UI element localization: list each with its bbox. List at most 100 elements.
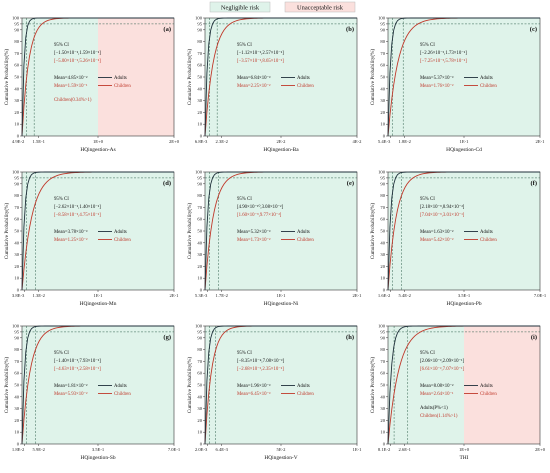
mean-adults-text: Mean=6.84×10⁻³ (237, 75, 271, 81)
y-tick-label: 80 (380, 193, 385, 198)
y-tick-label: 80 (14, 347, 19, 352)
x-tick-label: 5.4E-3 (378, 139, 391, 144)
x-tick-label: 3.5E-1 (92, 447, 105, 452)
negligible-region (205, 172, 357, 290)
y-tick-label: 50 (380, 383, 385, 388)
y-tick-label: 20 (14, 110, 19, 115)
mean-children-text: Mean=5.42×10⁻² (420, 237, 454, 243)
y-tick-label: 40 (197, 394, 202, 399)
x-axis-label: HQingestion-Cd (446, 147, 482, 153)
mean-children-text: Mean=2.25×10⁻² (237, 83, 271, 89)
x-tick-label: 7.0E-1 (168, 447, 181, 452)
negligible-region (22, 18, 98, 136)
legend-adults-label: Adults (297, 384, 310, 389)
y-tick-label: 30 (197, 98, 202, 103)
ci-children-text: [−5.00×10⁻²,5.26×10⁻²] (54, 58, 101, 64)
unacceptable-region (98, 18, 174, 136)
x-tick-label: 1E+0 (459, 447, 470, 452)
y-tick-label: 95 (380, 329, 385, 334)
x-tick-label: 6.8E-3 (195, 139, 208, 144)
legend-children-label: Children (297, 238, 314, 243)
legend-children-label: Children (114, 84, 131, 89)
ci-adults-text: [2.18×10⁻⁹,8.94×10⁻²] (420, 204, 465, 210)
x-tick-label: 7.0E-1 (534, 293, 547, 298)
y-tick-label: 30 (14, 252, 19, 257)
ci-adults-text: [−1.12×10⁻²,2.57×10⁻²] (237, 50, 284, 56)
legend-adults-label: Adults (480, 384, 493, 389)
x-axis-label: THI (460, 455, 469, 461)
y-tick-label: 10 (14, 122, 19, 127)
x-tick-label: 2E-1 (353, 293, 363, 298)
x-axis-label: HQingestion-As (80, 147, 115, 153)
mean-children-text: Mean=1.59×10⁻¹ (54, 83, 88, 89)
negligible-region (205, 326, 357, 444)
y-tick-label: 20 (197, 418, 202, 423)
ci-heading: 95% CI (237, 351, 252, 356)
y-tick-label: 30 (380, 252, 385, 257)
x-tick-label: 1.5E-1 (33, 139, 46, 144)
y-tick-label: 0 (383, 442, 386, 447)
panel-label: (i) (531, 334, 537, 341)
risk-note-children: Children(1.14%>1) (420, 414, 458, 419)
y-tick-label: 20 (380, 110, 385, 115)
x-tick-label: 4.9E-2 (12, 139, 25, 144)
adults-cdf-curve (204, 17, 357, 137)
mean-adults-text: Mean=8.08×10⁻² (420, 383, 454, 389)
adults-cdf-curve (204, 325, 357, 445)
ci-adults-text: [4.90×10⁻¹⁰,3.08×10⁻²] (237, 204, 283, 210)
y-tick-label: 40 (380, 86, 385, 91)
y-tick-label: 80 (197, 193, 202, 198)
y-tick-label: 90 (380, 27, 385, 32)
panel-label: (c) (530, 26, 537, 33)
legend-negligible-label: Negligible risk (221, 5, 260, 12)
x-tick-label: 5.3E-3 (195, 293, 208, 298)
ci-children-text: [−4.63×10⁻²,2.58×10⁻¹] (54, 366, 101, 372)
legend-adults-label: Adults (114, 230, 127, 235)
x-tick-label: 2E-2 (277, 139, 287, 144)
ci-heading: 95% CI (420, 197, 435, 202)
y-tick-label: 70 (14, 205, 19, 210)
adults-cdf-curve (387, 171, 540, 291)
mean-children-text: Mean=5.93×10⁻² (54, 391, 88, 397)
y-tick-label: 40 (197, 240, 202, 245)
y-tick-label: 10 (14, 276, 19, 281)
y-tick-label: 60 (197, 371, 202, 376)
adults-cdf-curve (204, 171, 357, 291)
y-tick-label: 90 (14, 181, 19, 186)
y-axis-label: Cumulative Probability(%) (186, 203, 193, 260)
y-tick-label: 95 (197, 329, 202, 334)
x-tick-label: 1E-1 (94, 293, 104, 298)
ci-children-text: [−7.25×10⁻³,5.78×10⁻²] (420, 58, 467, 64)
legend-adults-label: Adults (297, 76, 310, 81)
y-axis-label: Cumulative Probability(%) (3, 357, 10, 414)
panel-label: (e) (347, 180, 354, 187)
negligible-region (22, 172, 174, 290)
y-tick-label: 50 (380, 75, 385, 80)
ci-adults-text: [−1.40×10⁻²,7.93×10⁻²] (54, 358, 101, 364)
x-axis-label: HQingestion-Mn (80, 301, 117, 307)
legend-unacceptable-label: Unacceptable risk (297, 5, 344, 12)
y-tick-label: 100 (12, 170, 20, 175)
ci-children-text: [−2.68×10⁻³,2.35×10⁻²] (237, 366, 284, 372)
adults-cdf-curve (387, 325, 540, 445)
mean-adults-text: Mean=5.37×10⁻³ (420, 75, 454, 81)
y-tick-label: 60 (380, 371, 385, 376)
x-tick-label: 1.8E-2 (12, 447, 25, 452)
x-tick-label: 5E-2 (277, 447, 287, 452)
x-tick-label: 2E+0 (169, 139, 180, 144)
legend-children-label: Children (480, 84, 497, 89)
x-tick-label: 5.4E-2 (399, 293, 412, 298)
mean-children-text: Mean=6.45×10⁻³ (237, 391, 271, 397)
y-tick-label: 50 (197, 383, 202, 388)
y-tick-label: 95 (14, 175, 19, 180)
y-axis-label: Cumulative Probability(%) (3, 203, 10, 260)
y-axis-label: Cumulative Probability(%) (3, 49, 10, 106)
y-tick-label: 40 (380, 394, 385, 399)
y-tick-label: 90 (14, 27, 19, 32)
y-tick-label: 60 (197, 217, 202, 222)
mean-children-text: Mean=1.25×10⁻² (54, 237, 88, 243)
